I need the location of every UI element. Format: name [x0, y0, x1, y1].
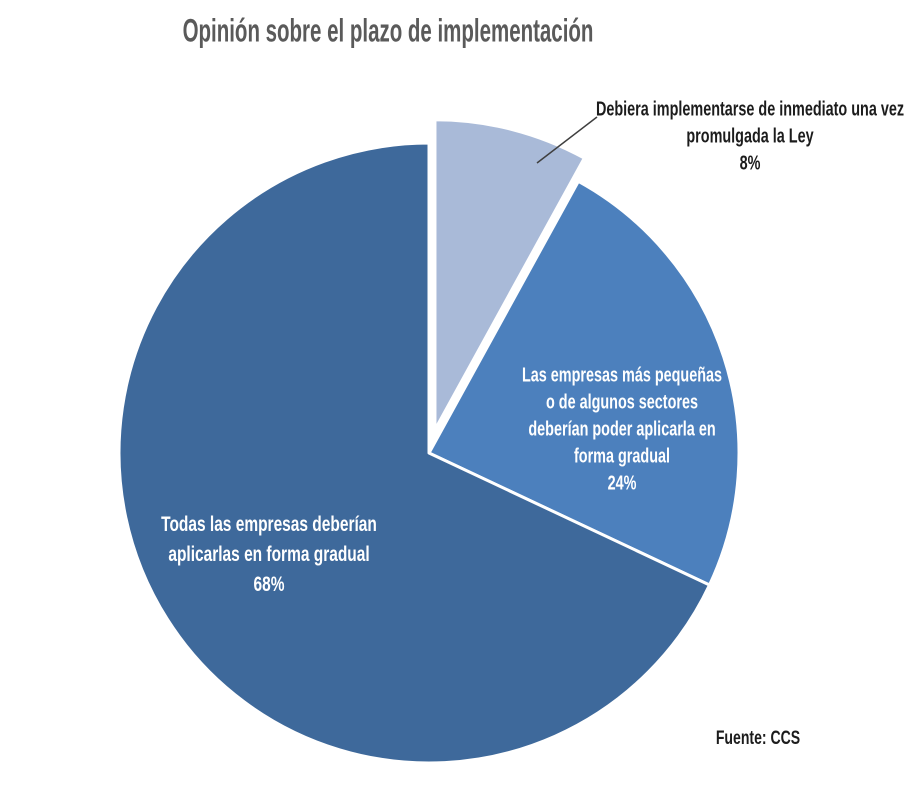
slice-label-68pct-line-2: aplicarlas en forma gradual	[168, 541, 370, 566]
chart-title: Opinión sobre el plazo de implementación	[182, 12, 594, 49]
pie-overlay	[536, 116, 598, 164]
pie-slice-68pct	[117, 141, 711, 765]
pie-slice-24pct	[427, 179, 741, 587]
slice-label-24pct-line-3: deberían poder aplicarla en	[528, 418, 716, 441]
slice-label-8pct-value: 8%	[739, 152, 761, 175]
slice-label-24pct-line-1: Las empresas más pequeñas	[521, 364, 723, 387]
slice-label-68pct-value: 68%	[253, 572, 285, 597]
slice-label-68pct: Todas las empresas deberían aplicarlas e…	[161, 509, 377, 599]
slice-label-24pct-line-2: o de algunos sectores	[545, 391, 699, 414]
slice-label-24pct-value: 24%	[607, 472, 637, 495]
slice-label-24pct: Las empresas más pequeñas o de algunos s…	[522, 363, 722, 498]
slice-label-68pct-line-1: Todas las empresas deberían	[161, 511, 377, 536]
pie-slice-8pct	[433, 118, 586, 432]
slice-label-8pct: Debiera implementarse de inmediato una v…	[596, 97, 904, 178]
source-label: Fuente: CCS	[715, 728, 801, 749]
slice-label-8pct-line-1: Debiera implementarse de inmediato una v…	[595, 98, 905, 121]
slice-label-24pct-line-4: forma gradual	[573, 445, 671, 468]
pie-slices	[117, 118, 741, 765]
leader-line	[536, 116, 598, 164]
slice-label-8pct-line-2: promulgada la Ley	[686, 125, 814, 148]
